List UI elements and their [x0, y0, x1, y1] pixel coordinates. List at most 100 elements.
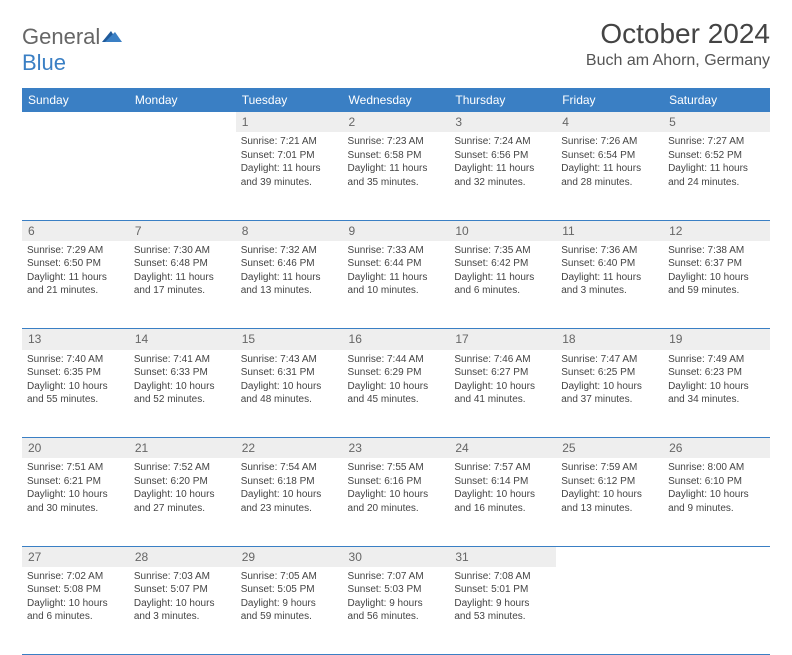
sunrise-text: Sunrise: 7:35 AM — [454, 244, 551, 258]
day-cell — [556, 567, 663, 655]
daylight-text-1: Daylight: 11 hours — [561, 271, 658, 285]
day-cell: Sunrise: 7:59 AMSunset: 6:12 PMDaylight:… — [556, 458, 663, 546]
daylight-text-1: Daylight: 10 hours — [561, 488, 658, 502]
sunset-text: Sunset: 6:12 PM — [561, 475, 658, 489]
sunrise-text: Sunrise: 7:41 AM — [134, 353, 231, 367]
daylight-text-1: Daylight: 11 hours — [241, 162, 338, 176]
daylight-text-2: and 6 minutes. — [27, 610, 124, 624]
day-cell: Sunrise: 7:40 AMSunset: 6:35 PMDaylight:… — [22, 350, 129, 438]
daylight-text-1: Daylight: 10 hours — [454, 380, 551, 394]
daylight-text-2: and 6 minutes. — [454, 284, 551, 298]
sunset-text: Sunset: 5:03 PM — [348, 583, 445, 597]
day-cell: Sunrise: 7:35 AMSunset: 6:42 PMDaylight:… — [449, 241, 556, 329]
sunrise-text: Sunrise: 7:38 AM — [668, 244, 765, 258]
day-number-row: 12345 — [22, 112, 770, 132]
day-cell: Sunrise: 7:07 AMSunset: 5:03 PMDaylight:… — [343, 567, 450, 655]
sunrise-text: Sunrise: 7:33 AM — [348, 244, 445, 258]
sunrise-text: Sunrise: 7:54 AM — [241, 461, 338, 475]
sunrise-text: Sunrise: 7:30 AM — [134, 244, 231, 258]
day-number: 21 — [129, 438, 236, 459]
day-number — [556, 546, 663, 567]
day-number: 9 — [343, 220, 450, 241]
daylight-text-2: and 21 minutes. — [27, 284, 124, 298]
daylight-text-1: Daylight: 11 hours — [348, 271, 445, 285]
day-number-row: 20212223242526 — [22, 438, 770, 459]
sunset-text: Sunset: 6:48 PM — [134, 257, 231, 271]
daylight-text-2: and 24 minutes. — [668, 176, 765, 190]
day-number: 23 — [343, 438, 450, 459]
daylight-text-1: Daylight: 11 hours — [454, 162, 551, 176]
daylight-text-1: Daylight: 11 hours — [454, 271, 551, 285]
daylight-text-1: Daylight: 10 hours — [668, 488, 765, 502]
daylight-text-1: Daylight: 10 hours — [454, 488, 551, 502]
daylight-text-2: and 17 minutes. — [134, 284, 231, 298]
daylight-text-2: and 56 minutes. — [348, 610, 445, 624]
day-number — [663, 546, 770, 567]
day-number — [129, 112, 236, 132]
day-cell: Sunrise: 7:33 AMSunset: 6:44 PMDaylight:… — [343, 241, 450, 329]
day-cell — [22, 132, 129, 220]
sunrise-text: Sunrise: 7:46 AM — [454, 353, 551, 367]
day-number: 1 — [236, 112, 343, 132]
day-number: 22 — [236, 438, 343, 459]
logo: GeneralBlue — [22, 18, 124, 76]
daylight-text-2: and 34 minutes. — [668, 393, 765, 407]
day-number-row: 6789101112 — [22, 220, 770, 241]
day-content-row: Sunrise: 7:29 AMSunset: 6:50 PMDaylight:… — [22, 241, 770, 329]
day-cell: Sunrise: 7:47 AMSunset: 6:25 PMDaylight:… — [556, 350, 663, 438]
day-number: 2 — [343, 112, 450, 132]
sunset-text: Sunset: 6:50 PM — [27, 257, 124, 271]
sunset-text: Sunset: 6:18 PM — [241, 475, 338, 489]
day-number: 24 — [449, 438, 556, 459]
sunset-text: Sunset: 5:01 PM — [454, 583, 551, 597]
daylight-text-1: Daylight: 10 hours — [561, 380, 658, 394]
daylight-text-1: Daylight: 10 hours — [668, 380, 765, 394]
daylight-text-2: and 52 minutes. — [134, 393, 231, 407]
sunset-text: Sunset: 6:40 PM — [561, 257, 658, 271]
weekday-header: Thursday — [449, 88, 556, 112]
sunrise-text: Sunrise: 7:07 AM — [348, 570, 445, 584]
day-content-row: Sunrise: 7:40 AMSunset: 6:35 PMDaylight:… — [22, 350, 770, 438]
calendar-table: SundayMondayTuesdayWednesdayThursdayFrid… — [22, 88, 770, 655]
daylight-text-1: Daylight: 11 hours — [134, 271, 231, 285]
sunset-text: Sunset: 6:37 PM — [668, 257, 765, 271]
day-number: 5 — [663, 112, 770, 132]
sunset-text: Sunset: 6:14 PM — [454, 475, 551, 489]
daylight-text-1: Daylight: 10 hours — [134, 380, 231, 394]
sunrise-text: Sunrise: 7:02 AM — [27, 570, 124, 584]
daylight-text-2: and 41 minutes. — [454, 393, 551, 407]
sunset-text: Sunset: 6:31 PM — [241, 366, 338, 380]
daylight-text-2: and 30 minutes. — [27, 502, 124, 516]
daylight-text-2: and 35 minutes. — [348, 176, 445, 190]
logo-arrow-icon — [102, 30, 124, 44]
day-cell: Sunrise: 7:43 AMSunset: 6:31 PMDaylight:… — [236, 350, 343, 438]
title-block: October 2024 Buch am Ahorn, Germany — [586, 18, 770, 70]
day-number: 27 — [22, 546, 129, 567]
sunrise-text: Sunrise: 7:55 AM — [348, 461, 445, 475]
sunset-text: Sunset: 6:23 PM — [668, 366, 765, 380]
month-title: October 2024 — [586, 18, 770, 50]
header: GeneralBlue October 2024 Buch am Ahorn, … — [22, 18, 770, 76]
sunset-text: Sunset: 7:01 PM — [241, 149, 338, 163]
sunrise-text: Sunrise: 7:32 AM — [241, 244, 338, 258]
day-cell: Sunrise: 7:03 AMSunset: 5:07 PMDaylight:… — [129, 567, 236, 655]
sunrise-text: Sunrise: 8:00 AM — [668, 461, 765, 475]
day-cell: Sunrise: 7:57 AMSunset: 6:14 PMDaylight:… — [449, 458, 556, 546]
sunrise-text: Sunrise: 7:47 AM — [561, 353, 658, 367]
daylight-text-1: Daylight: 10 hours — [27, 380, 124, 394]
day-content-row: Sunrise: 7:51 AMSunset: 6:21 PM Daylight:… — [22, 458, 770, 546]
daylight-text-2: and 59 minutes. — [668, 284, 765, 298]
daylight-text-2: and 23 minutes. — [241, 502, 338, 516]
sunset-text: Sunset: 5:07 PM — [134, 583, 231, 597]
sunset-text: Sunset: 6:52 PM — [668, 149, 765, 163]
sunset-text: Sunset: 5:05 PM — [241, 583, 338, 597]
day-number: 17 — [449, 329, 556, 350]
sunset-text: Sunset: 6:21 PM — [27, 475, 124, 489]
sunrise-text: Sunrise: 7:21 AM — [241, 135, 338, 149]
day-cell: Sunrise: 7:38 AMSunset: 6:37 PMDaylight:… — [663, 241, 770, 329]
weekday-header: Wednesday — [343, 88, 450, 112]
daylight-text-1: Daylight: 11 hours — [348, 162, 445, 176]
sunrise-text: Sunrise: 7:51 AM — [27, 461, 124, 475]
daylight-text-1: Daylight: 10 hours — [668, 271, 765, 285]
daylight-text-1: Daylight: 10 hours — [241, 488, 338, 502]
